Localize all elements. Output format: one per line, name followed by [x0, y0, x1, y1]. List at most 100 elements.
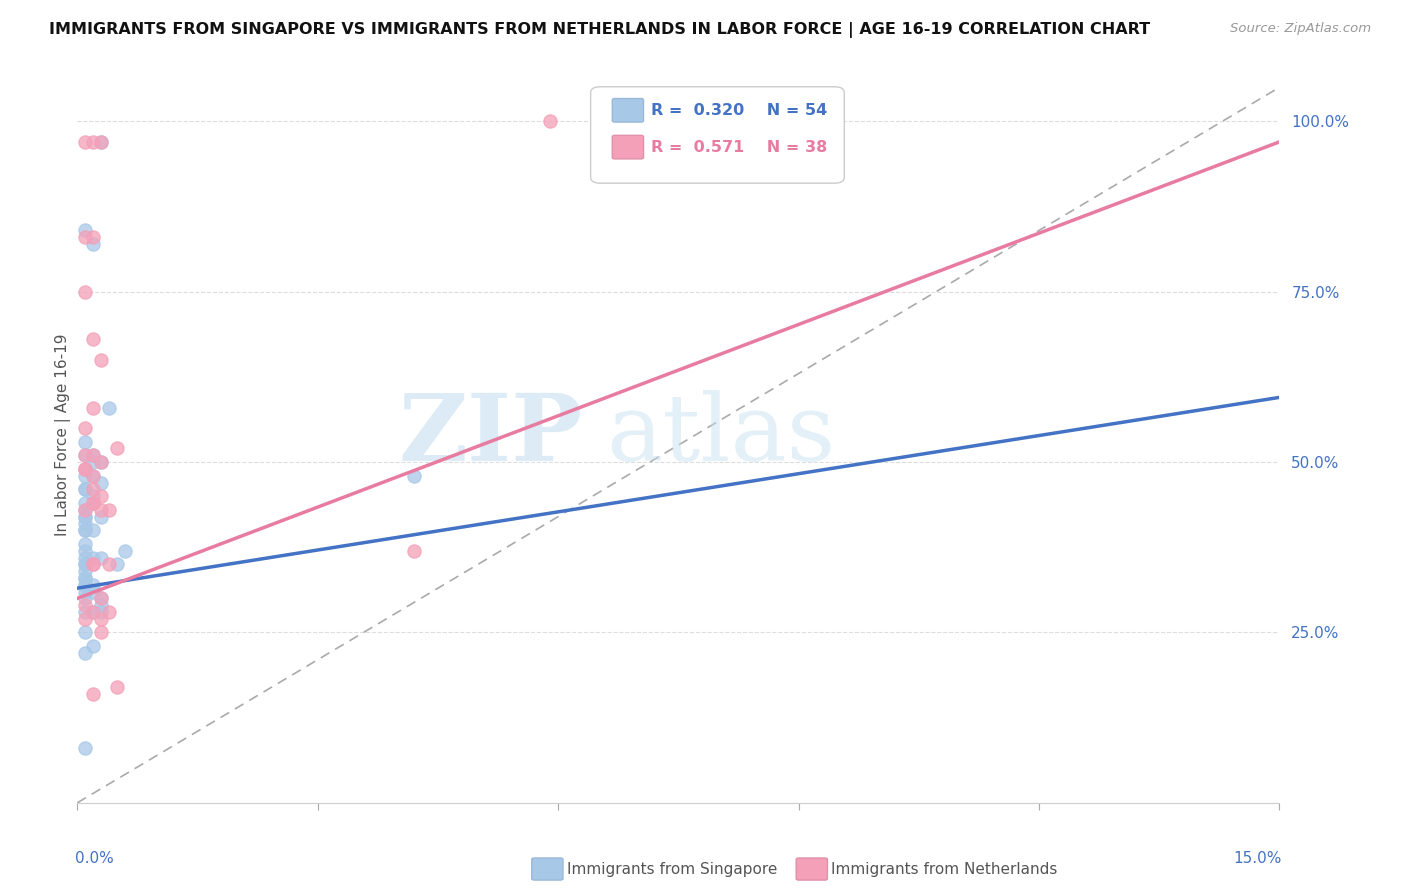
Point	[82, 448, 104, 462]
Point	[75, 483, 97, 497]
Point	[107, 680, 129, 694]
Point	[75, 584, 97, 599]
FancyBboxPatch shape	[591, 87, 844, 183]
Point	[75, 523, 97, 537]
Point	[90, 489, 112, 503]
Point	[75, 230, 97, 244]
Point	[90, 591, 112, 606]
Point	[98, 605, 121, 619]
Point	[75, 509, 97, 524]
Point	[82, 558, 104, 572]
Point	[82, 237, 104, 252]
Point	[90, 475, 112, 490]
Point	[75, 591, 97, 606]
Point	[98, 503, 121, 517]
Point	[82, 584, 104, 599]
Point	[90, 352, 112, 367]
Point	[75, 503, 97, 517]
Point	[107, 558, 129, 572]
Point	[82, 448, 104, 462]
Text: 0.0%: 0.0%	[75, 851, 114, 865]
Point	[82, 468, 104, 483]
Point	[90, 455, 112, 469]
Point	[75, 448, 97, 462]
Point	[90, 509, 112, 524]
Point	[75, 223, 97, 237]
Point	[75, 558, 97, 572]
Point	[75, 421, 97, 435]
Point	[75, 646, 97, 660]
Point	[82, 489, 104, 503]
Point	[75, 496, 97, 510]
Point	[75, 462, 97, 476]
Point	[82, 605, 104, 619]
Text: R =  0.571    N = 38: R = 0.571 N = 38	[651, 140, 827, 154]
Point	[82, 558, 104, 572]
Point	[90, 612, 112, 626]
Text: ZIP: ZIP	[398, 390, 582, 480]
Point	[75, 571, 97, 585]
FancyBboxPatch shape	[612, 98, 644, 122]
Point	[75, 605, 97, 619]
Point	[402, 468, 425, 483]
Point	[75, 612, 97, 626]
Text: R =  0.320    N = 54: R = 0.320 N = 54	[651, 103, 827, 118]
Point	[82, 230, 104, 244]
Point	[90, 550, 112, 565]
Point	[82, 401, 104, 415]
Point	[90, 455, 112, 469]
Point	[82, 496, 104, 510]
Point	[114, 543, 136, 558]
Point	[402, 543, 425, 558]
FancyBboxPatch shape	[796, 858, 828, 880]
Point	[75, 516, 97, 531]
Text: Immigrants from Singapore: Immigrants from Singapore	[567, 862, 778, 877]
Point	[90, 591, 112, 606]
Point	[98, 558, 121, 572]
Point	[75, 135, 97, 149]
Point	[82, 523, 104, 537]
Text: 15.0%: 15.0%	[1233, 851, 1282, 865]
Point	[75, 558, 97, 572]
Text: IMMIGRANTS FROM SINGAPORE VS IMMIGRANTS FROM NETHERLANDS IN LABOR FORCE | AGE 16: IMMIGRANTS FROM SINGAPORE VS IMMIGRANTS …	[49, 22, 1150, 38]
Text: atlas: atlas	[606, 390, 835, 480]
Text: Immigrants from Netherlands: Immigrants from Netherlands	[831, 862, 1057, 877]
FancyBboxPatch shape	[531, 858, 562, 880]
Point	[75, 503, 97, 517]
Point	[75, 741, 97, 756]
Point	[90, 625, 112, 640]
Point	[82, 605, 104, 619]
Point	[75, 625, 97, 640]
Point	[75, 462, 97, 476]
Point	[98, 401, 121, 415]
Point	[82, 687, 104, 701]
Point	[75, 564, 97, 578]
Point	[75, 571, 97, 585]
Point	[82, 550, 104, 565]
Point	[538, 114, 561, 128]
Point	[107, 442, 129, 456]
Point	[75, 462, 97, 476]
Point	[90, 605, 112, 619]
FancyBboxPatch shape	[612, 136, 644, 159]
Point	[75, 537, 97, 551]
Point	[82, 639, 104, 653]
Point	[82, 496, 104, 510]
Point	[75, 598, 97, 612]
Point	[75, 509, 97, 524]
Point	[90, 503, 112, 517]
Point	[75, 434, 97, 449]
Point	[90, 135, 112, 149]
Point	[75, 550, 97, 565]
Y-axis label: In Labor Force | Age 16-19: In Labor Force | Age 16-19	[55, 334, 72, 536]
Point	[82, 135, 104, 149]
Point	[75, 448, 97, 462]
Point	[75, 523, 97, 537]
Point	[82, 333, 104, 347]
Point	[82, 496, 104, 510]
Point	[82, 468, 104, 483]
Text: Source: ZipAtlas.com: Source: ZipAtlas.com	[1230, 22, 1371, 36]
Point	[82, 578, 104, 592]
Point	[75, 543, 97, 558]
Point	[75, 483, 97, 497]
